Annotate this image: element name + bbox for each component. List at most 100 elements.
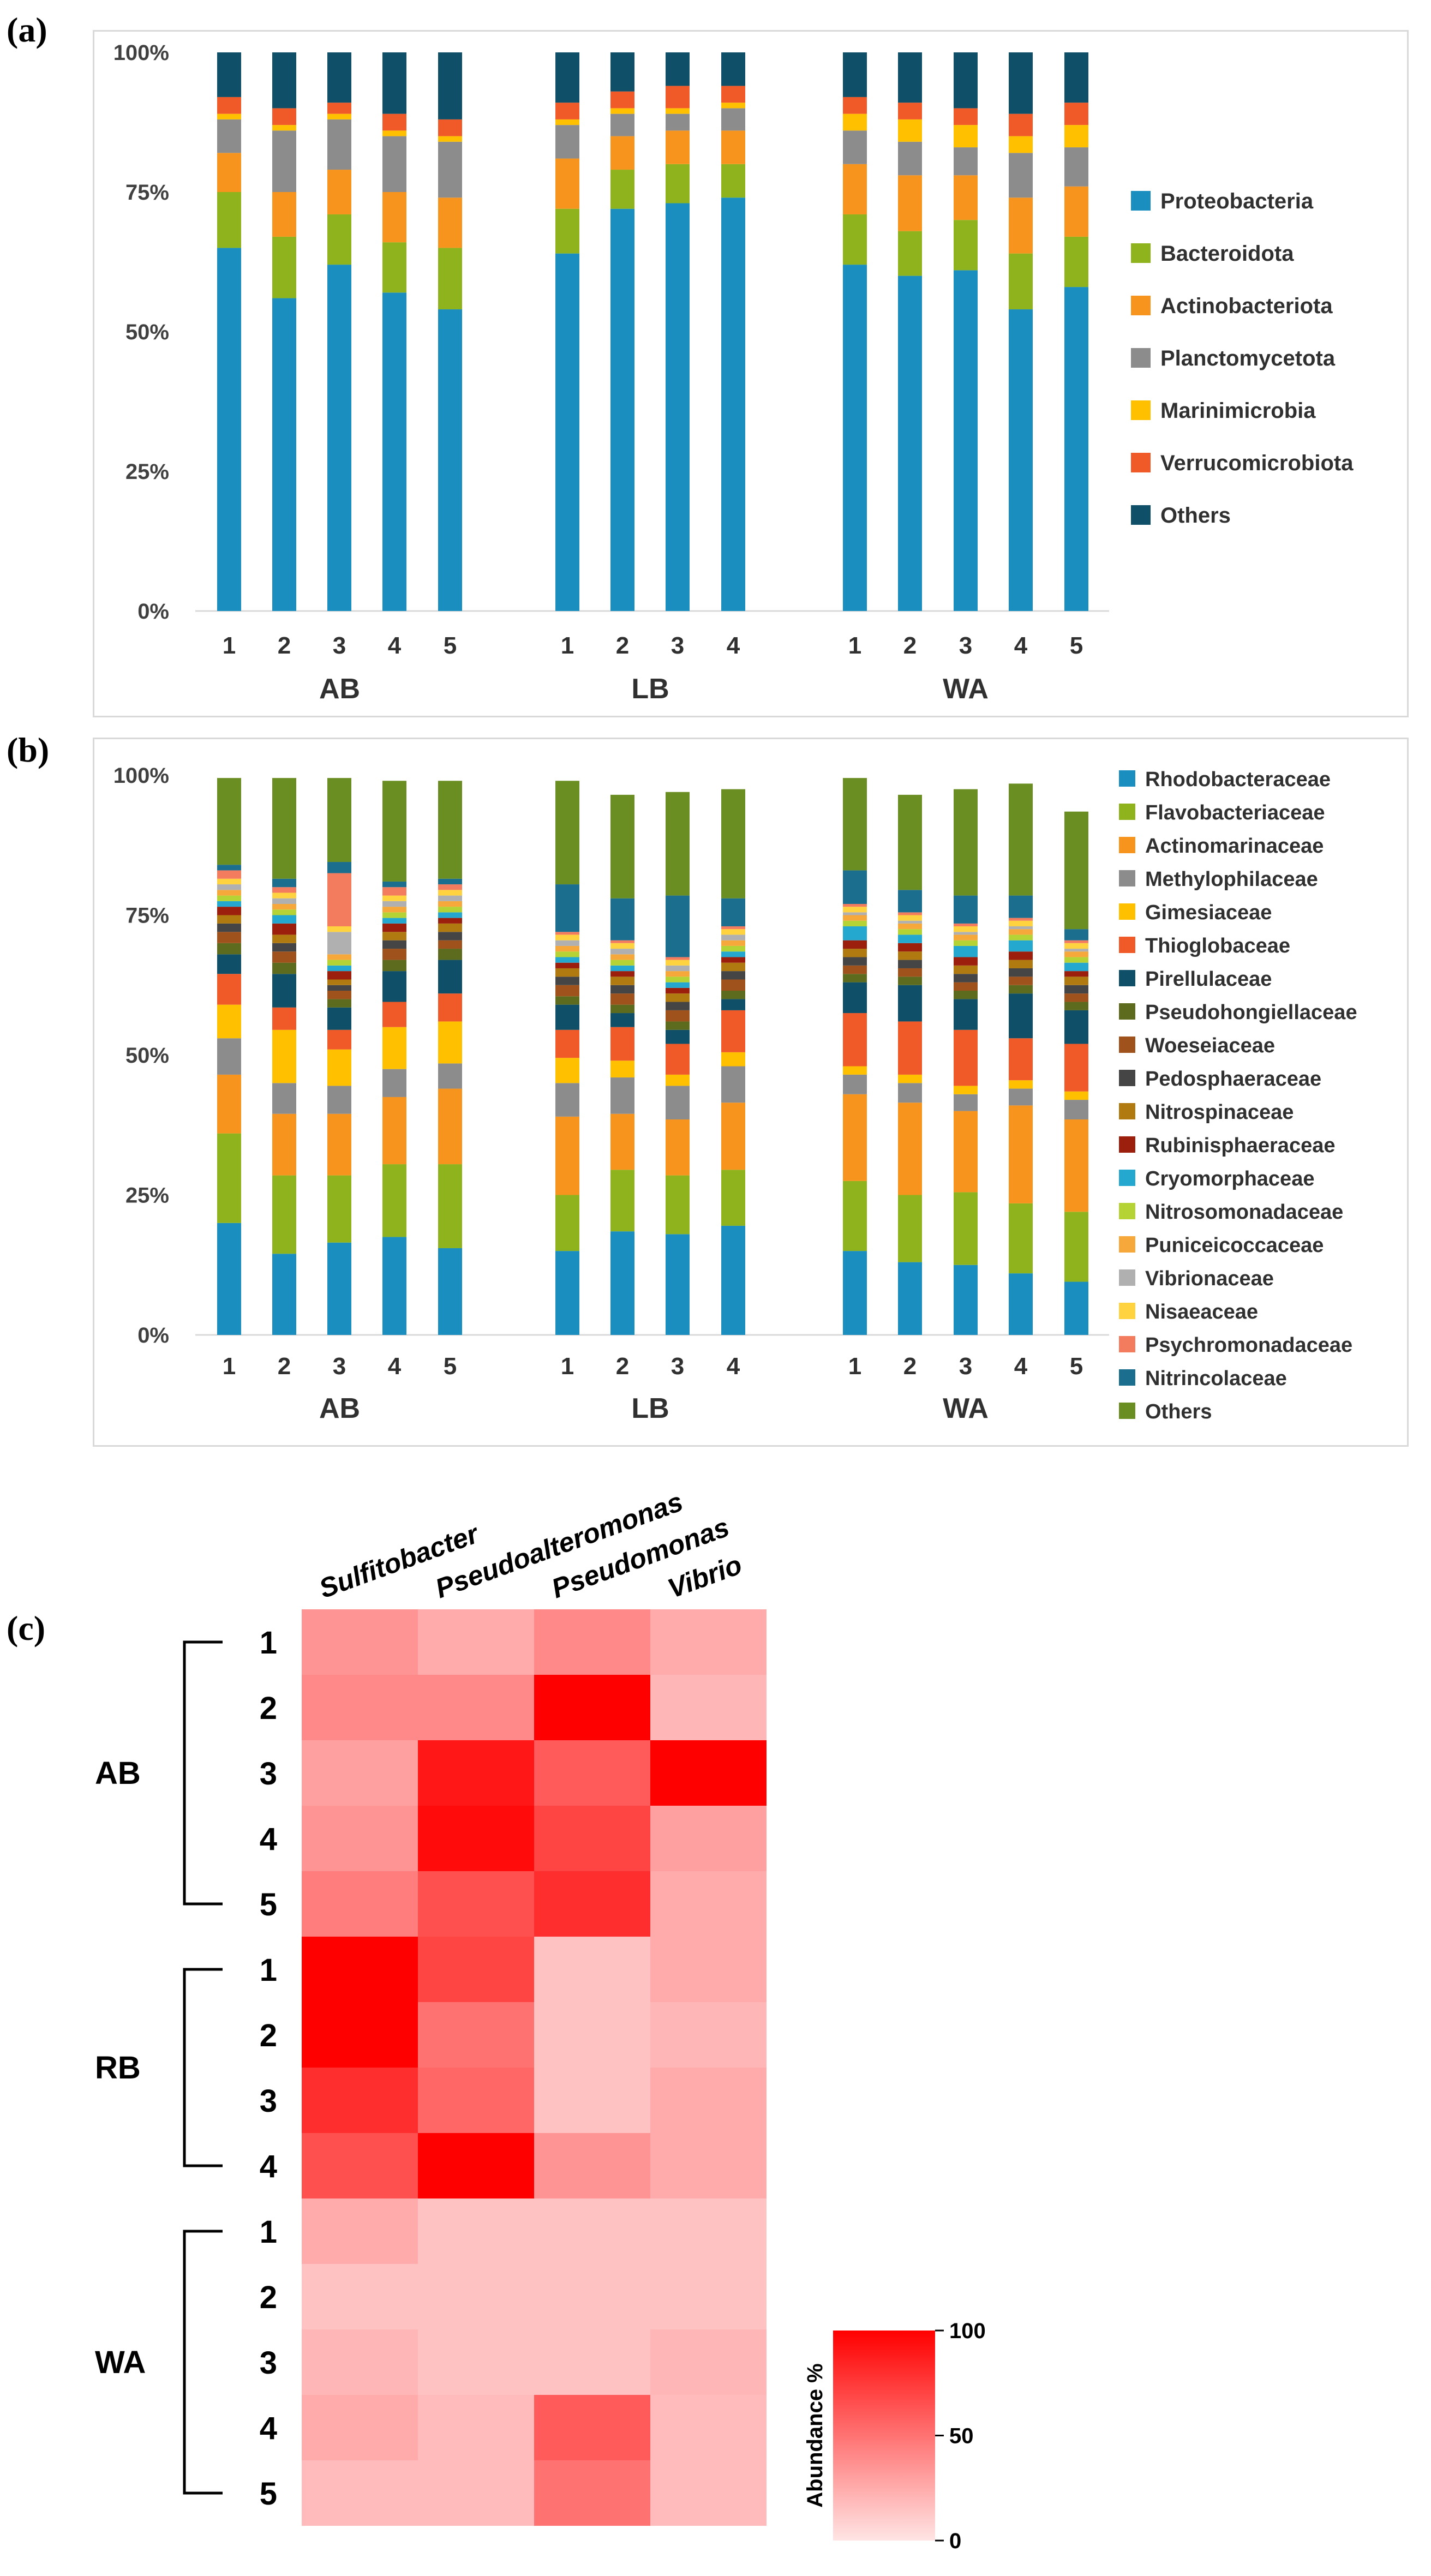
bar-segment-nitrosomonadaceae [555,951,579,957]
bar-segment-nitrincolaceae [1009,895,1033,918]
bar-segment-rubinisphaeraceae [327,971,351,980]
legend-swatch-nitrospinaceae [1119,1103,1135,1119]
bar-segment-rhodobacteraceae [555,1251,579,1335]
bar-segment-nitrincolaceae [327,862,351,873]
chart-a-stacked-bar: 0% 25% 50% 75% 100% 1 2 3 4 5 1 2 3 4 1 2 3 4 5 AB LB WA Prote… [113,41,1354,705]
bar-segment-others [217,52,241,97]
x-tick-label: 5 [444,1353,457,1380]
bar-segment-pirellulaceae [954,999,978,1030]
legend-label-cryomorphaceae: Cryomorphaceae [1145,1167,1314,1190]
legend-swatch-puniceicoccaceae [1119,1236,1135,1253]
group-bracket-wa [183,2230,223,2495]
bar-segment-nitrospinaceae [721,962,745,972]
bar-segment-nitrincolaceae [1064,929,1088,940]
y-tick-label: 100% [113,41,169,65]
bar-segment-planctomycetota [721,108,745,131]
heatmap-cell [418,2068,534,2133]
bar-segment-pseudohongiellaceae [666,1021,690,1030]
bar-segment-nitrosomonadaceae [217,895,241,901]
bar-segment-others [954,789,978,896]
row-label: 5 [260,2476,277,2512]
bar-segment-rhodobacteraceae [898,1262,922,1335]
bar-segment-proteobacteria [272,298,296,611]
bar-segment-cryomorphaceae [843,926,867,940]
bar-segment-rubinisphaeraceae [217,907,241,915]
bar-segment-proteobacteria [898,275,922,612]
bar-segment-proteobacteria [327,265,351,611]
heatmap-cell [302,2002,418,2068]
bar-segment-marinimicrobia [843,113,867,131]
heatmap-cell [418,1937,534,2002]
bar-segment-pseudohongiellaceae [217,943,241,955]
y-tick-label: 75% [125,181,169,205]
heatmap-cell [534,1806,650,1871]
bar-segment-pseudohongiellaceae [843,974,867,983]
bar-segment-actinomarinaceae [1064,1119,1088,1212]
bar-segment-vibrionaceae [272,898,296,904]
bar-segment-nitrosomonadaceae [382,912,406,918]
x-tick-label: 3 [959,1353,972,1380]
row-label: 2 [260,2018,277,2053]
bar-segment-psychromonadaceae [217,870,241,879]
bar-segment-woeseiaceae [610,993,634,1005]
legend-swatch-rhodobacteraceae [1119,770,1135,787]
x-tick-label: 2 [616,632,629,659]
bar-segment-pirellulaceae [438,960,462,994]
row-label: 1 [260,1625,277,1661]
bar-segment-planctomycetota [555,125,579,159]
bar-segment-rubinisphaeraceae [272,923,296,935]
bar-segment-bacteroidota [217,192,241,248]
bar-segment-nitrosomonadaceae [1064,957,1088,963]
legend-label-planctomycetota: Planctomycetota [1160,346,1336,370]
bar-segment-rhodobacteraceae [327,1242,351,1335]
colorbar [833,2331,935,2541]
panel-label-c: (c) [7,1609,46,1648]
bar-segment-rubinisphaeraceae [954,957,978,966]
bar-segment-flavobacteriaceae [272,1175,296,1254]
row-label: 4 [260,2411,277,2446]
row-label: 3 [260,2345,277,2381]
legend-swatch-psychromonadaceae [1119,1336,1135,1352]
bar-segment-methylophilaceae [610,1077,634,1114]
bar-segment-planctomycetota [898,141,922,176]
bar-segment-nisaeaceae [898,915,922,921]
bar-segment-nitrospinaceae [555,968,579,977]
bar-segment-cryomorphaceae [438,912,462,918]
legend-swatch-cryomorphaceae [1119,1170,1135,1186]
x-tick-label: 4 [1014,632,1028,659]
heatmap-cell [534,1609,650,1675]
legend-label-bacteroidota: Bacteroidota [1160,242,1294,266]
bar-segment-nitrosomonadaceae [954,940,978,946]
bar-segment-puniceicoccaceae [217,890,241,896]
bar-segment-nitrosomonadaceae [843,920,867,927]
bar-segment-bacteroidota [666,164,690,203]
bar-segment-gimesiaceae [555,1058,579,1083]
bar-segment-planctomycetota [843,130,867,164]
bar-segment-proteobacteria [217,248,241,611]
bar-segment-thioglobaceae [327,1029,351,1050]
bar-segment-pseudohongiellaceae [954,991,978,999]
x-tick-label: 1 [561,1353,574,1380]
bar-segment-pseudohongiellaceae [382,960,406,972]
bar-segment-vibrionaceae [217,884,241,890]
heatmap-cell [418,1675,534,1740]
y-tick-label: 50% [125,1044,169,1068]
bar-segment-others [272,778,296,879]
heatmap-cell [302,1871,418,1937]
bar-segment-nitrincolaceae [843,870,867,904]
y-tick-label: 25% [125,460,169,484]
bar-segment-puniceicoccaceae [610,954,634,960]
bar-segment-proteobacteria [382,292,406,611]
x-tick-label: 2 [278,632,291,659]
bar-segment-methylophilaceae [1064,1100,1088,1119]
bar-segment-methylophilaceae [272,1083,296,1114]
bar-segment-actinobacteriota [1009,197,1033,254]
bar-segment-woeseiaceae [382,949,406,960]
bar-segment-verrucomicrobiota [327,103,351,114]
bar-segment-thioglobaceae [1009,1038,1033,1081]
bar-segment-bacteroidota [898,231,922,276]
heatmap-cell [302,1675,418,1740]
bar-segment-nitrosomonadaceae [666,977,690,983]
bar-segment-methylophilaceae [382,1069,406,1097]
bar-segment-psychromonadaceae [382,887,406,896]
